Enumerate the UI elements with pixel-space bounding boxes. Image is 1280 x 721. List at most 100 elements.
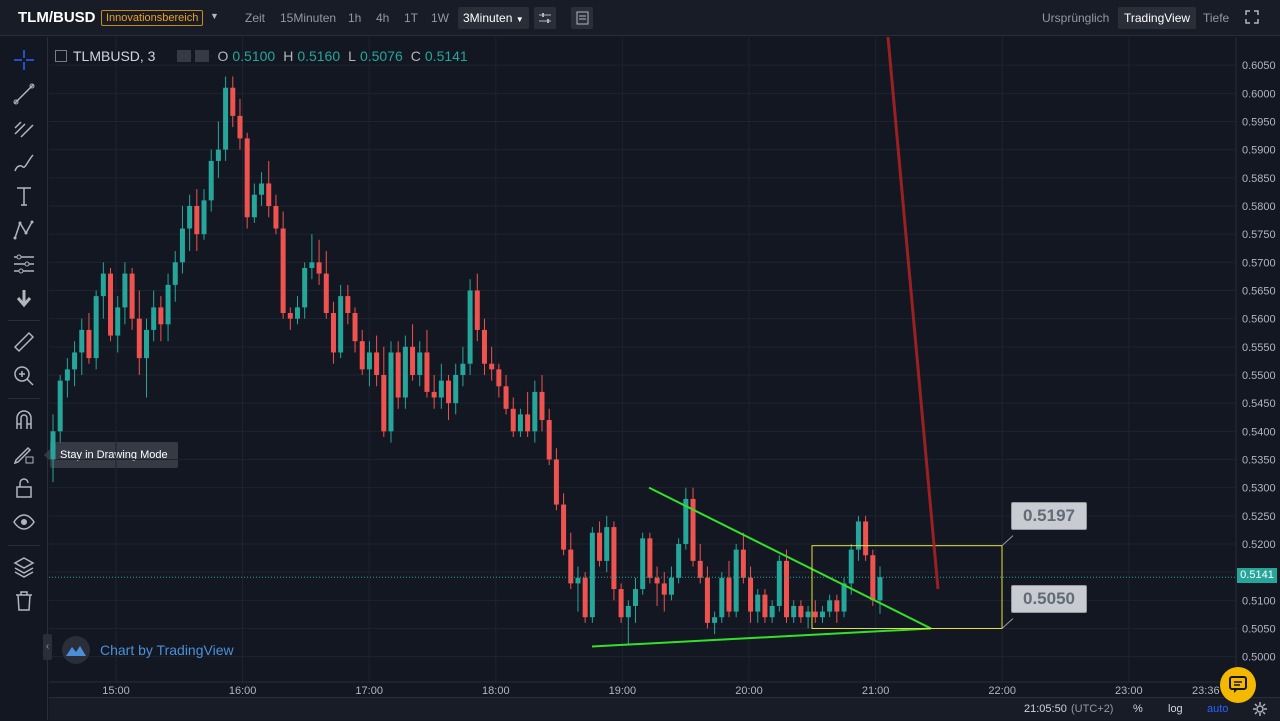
timeframe-1h[interactable]: 1h <box>348 11 362 25</box>
collapse-toolbar-button[interactable]: ‹ <box>43 634 52 660</box>
candle-body <box>338 296 344 353</box>
drawing-mode-icon[interactable] <box>12 442 36 466</box>
candle-body <box>604 527 610 561</box>
price-tick-label: 0.5650 <box>1242 285 1276 297</box>
lower-trendline <box>591 627 932 648</box>
candle-body <box>201 200 207 235</box>
candle-body <box>784 560 790 618</box>
candle-body <box>712 617 718 623</box>
candle-body <box>654 577 660 584</box>
view-depth[interactable]: Tiefe <box>1203 11 1230 25</box>
gear-icon[interactable] <box>1253 702 1267 721</box>
innovation-badge[interactable]: Innovationsbereich <box>101 10 204 26</box>
legend-symbol: TLMBUSD, 3 <box>73 48 156 64</box>
price-chart[interactable]: 0.6050 0.6000 0.5950 0.5900 0.5850 0.5800 0.57… <box>49 37 1280 697</box>
upper-price-callout[interactable]: 0.5197 <box>1011 502 1087 530</box>
log-toggle[interactable]: log <box>1168 703 1183 715</box>
candle-body <box>446 380 452 404</box>
candle-body <box>323 273 329 314</box>
drawing-mode-tooltip: Stay in Drawing Mode <box>44 442 178 468</box>
magnet-icon[interactable] <box>12 408 36 432</box>
auto-toggle[interactable]: auto <box>1207 703 1229 715</box>
percent-toggle[interactable]: % <box>1133 703 1143 715</box>
candle-body <box>848 549 854 584</box>
time-tick-label: 21:00 <box>862 685 890 697</box>
candle-body <box>136 318 142 359</box>
price-tick-label: 0.5450 <box>1242 398 1276 410</box>
candle-body <box>244 138 250 218</box>
zoom-icon[interactable] <box>12 364 36 388</box>
timeframe-zeit[interactable]: Zeit <box>245 11 266 25</box>
legend-high-label: H <box>283 48 294 64</box>
trendline-icon[interactable] <box>12 82 36 106</box>
chart-properties-button[interactable] <box>571 7 593 29</box>
candle-body <box>517 414 523 432</box>
last-price-tag: 0.5141 <box>1237 568 1277 583</box>
candle-body <box>108 273 114 336</box>
candle-body <box>402 346 408 398</box>
settings-icon[interactable] <box>195 50 210 62</box>
fib-icon[interactable] <box>12 116 36 140</box>
price-tick-label: 0.5350 <box>1242 454 1276 466</box>
candle-body <box>352 313 358 342</box>
candle-body <box>309 262 315 268</box>
candle-body <box>489 363 495 370</box>
candle-body <box>129 273 135 319</box>
ruler-icon[interactable] <box>12 330 36 354</box>
text-icon[interactable] <box>12 184 36 208</box>
candle-body <box>395 352 401 398</box>
price-range-box <box>811 545 1003 629</box>
legend-high: 0.5160 <box>297 48 341 64</box>
tradingview-brand[interactable]: Chart by TradingView <box>62 636 234 664</box>
timeframe-15min[interactable]: 15Minuten <box>280 11 337 25</box>
candle-body <box>841 583 847 612</box>
time-tick-label: 20:00 <box>735 685 763 697</box>
timeframe-1w[interactable]: 1W <box>431 11 449 25</box>
candle-body <box>438 380 444 398</box>
collapse-legend-icon[interactable] <box>55 50 67 62</box>
fullscreen-icon[interactable] <box>1245 10 1259 29</box>
timeframe-1t[interactable]: 1T <box>404 11 419 25</box>
top-toolbar: TLM/BUSD Innovationsbereich ▼ Zeit 15Min… <box>0 0 1280 36</box>
timezone[interactable]: (UTC+2) <box>1071 703 1114 715</box>
unlock-icon[interactable] <box>12 476 36 500</box>
pair-title: TLM/BUSD <box>18 9 96 26</box>
indicator-settings-button[interactable] <box>534 7 556 29</box>
layers-icon[interactable] <box>12 555 36 579</box>
lower-price-callout[interactable]: 0.5050 <box>1011 585 1087 613</box>
candle-body <box>647 538 653 578</box>
prediction-icon[interactable] <box>12 252 36 276</box>
candle-body <box>467 290 473 364</box>
time-tick-label: 17:00 <box>355 685 383 697</box>
candle-body <box>568 549 574 584</box>
candle-body <box>676 543 682 578</box>
candle-body <box>776 560 782 606</box>
price-tick-label: 0.5850 <box>1242 173 1276 185</box>
arrow-down-icon[interactable] <box>12 286 36 310</box>
timeframe-4h[interactable]: 4h <box>376 11 390 25</box>
candle-body <box>877 577 883 601</box>
candle-body <box>215 149 221 161</box>
crosshair-icon[interactable] <box>12 48 36 72</box>
timeframe-3min[interactable]: 3Minuten ▼ <box>458 7 529 29</box>
view-tradingview[interactable]: TradingView <box>1118 7 1197 29</box>
chevron-down-icon[interactable]: ▼ <box>210 11 219 21</box>
time-tick-label: 22:00 <box>988 685 1016 697</box>
visibility-icon[interactable] <box>177 50 192 62</box>
candle-body <box>194 205 200 235</box>
candle-body <box>870 555 876 601</box>
candle-body <box>295 307 301 319</box>
chat-button[interactable] <box>1220 667 1256 703</box>
brush-icon[interactable] <box>12 150 36 174</box>
pattern-icon[interactable] <box>12 218 36 242</box>
price-tick-label: 0.5800 <box>1242 201 1276 213</box>
candle-body <box>316 262 322 274</box>
legend-low-label: L <box>348 48 356 64</box>
eye-icon[interactable] <box>12 510 36 534</box>
candle-body <box>798 605 804 618</box>
clock-time: 21:05:50 <box>1024 703 1067 715</box>
forecast-arrow-line <box>886 37 940 590</box>
candle-body <box>86 329 92 359</box>
trash-icon[interactable] <box>12 589 36 613</box>
view-original[interactable]: Ursprünglich <box>1042 11 1110 25</box>
